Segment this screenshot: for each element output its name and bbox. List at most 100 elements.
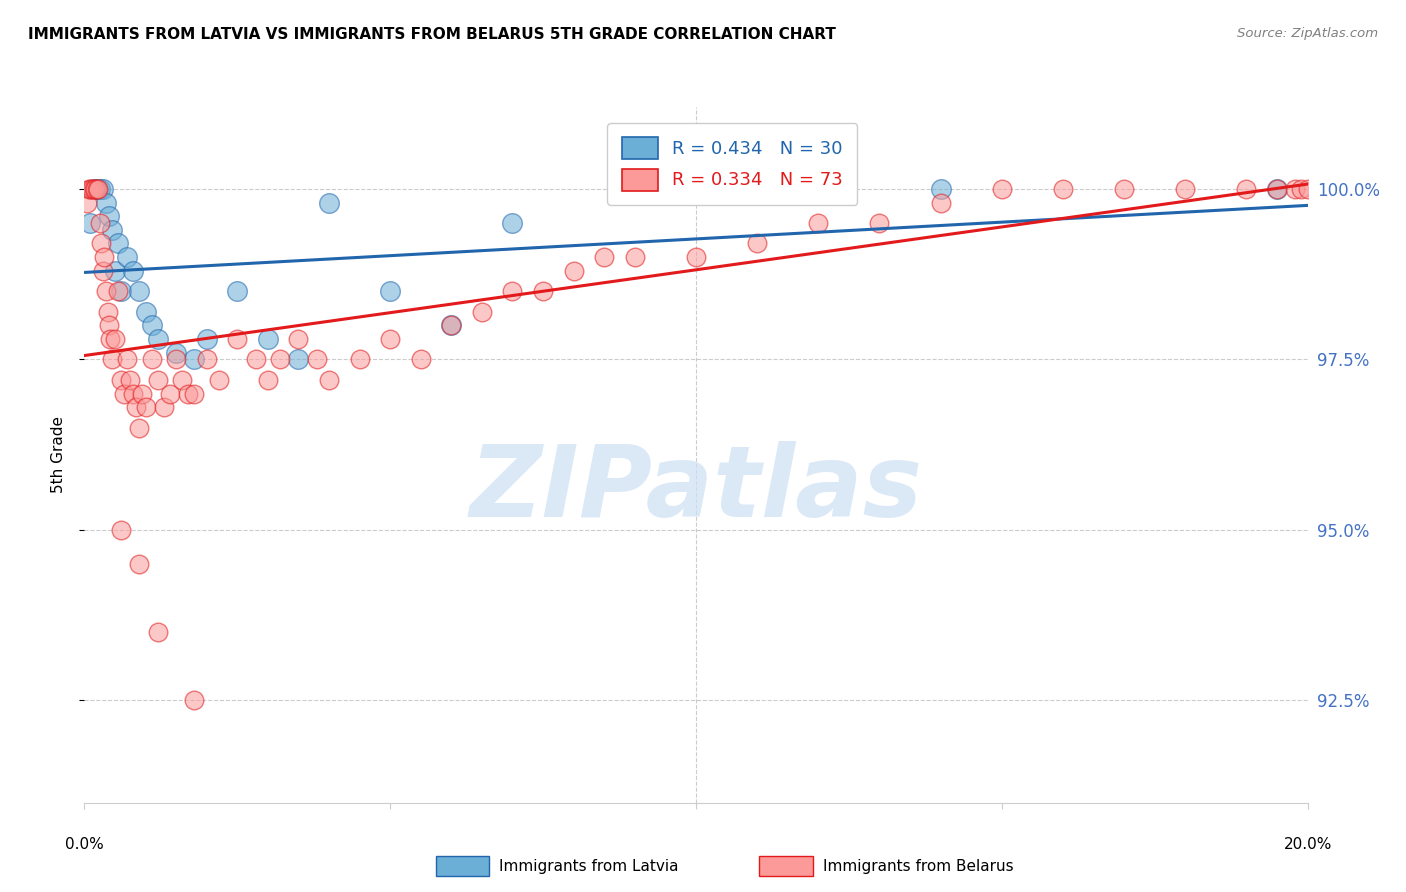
- Point: [624, 250, 647, 264]
- Point: [97, 304, 120, 318]
- Point: [89, 182, 111, 196]
- Point: [287, 332, 309, 346]
- Point: [86, 182, 108, 196]
- Point: [624, 182, 647, 196]
- Point: [128, 420, 150, 434]
- Point: [1052, 182, 1074, 196]
- Point: [471, 304, 494, 318]
- Point: [101, 223, 124, 237]
- Point: [257, 332, 280, 346]
- Point: [91, 182, 114, 196]
- Point: [84, 182, 107, 196]
- Point: [122, 264, 145, 278]
- Point: [869, 216, 891, 230]
- Text: 20.0%: 20.0%: [1284, 837, 1331, 852]
- Point: [104, 332, 127, 346]
- Point: [115, 250, 138, 264]
- Point: [685, 250, 707, 264]
- Point: [287, 352, 309, 367]
- Point: [1114, 182, 1136, 196]
- Legend: R = 0.434   N = 30, R = 0.334   N = 73: R = 0.434 N = 30, R = 0.334 N = 73: [607, 123, 858, 205]
- Point: [122, 386, 145, 401]
- Point: [141, 352, 163, 367]
- Point: [165, 345, 187, 359]
- Point: [89, 216, 111, 230]
- Point: [502, 216, 524, 230]
- Point: [77, 182, 100, 196]
- Text: Immigrants from Latvia: Immigrants from Latvia: [499, 859, 679, 873]
- Point: [79, 182, 101, 196]
- Point: [269, 352, 291, 367]
- Point: [1174, 182, 1197, 196]
- Point: [349, 352, 371, 367]
- Point: [128, 557, 150, 571]
- Point: [245, 352, 267, 367]
- Point: [110, 523, 132, 537]
- Point: [1236, 182, 1258, 196]
- Point: [159, 386, 181, 401]
- Point: [226, 332, 249, 346]
- Point: [380, 284, 402, 298]
- Point: [257, 373, 280, 387]
- Point: [90, 236, 112, 251]
- Point: [107, 236, 129, 251]
- Point: [1291, 182, 1313, 196]
- Point: [112, 386, 135, 401]
- Point: [1265, 182, 1288, 196]
- Point: [115, 352, 138, 367]
- Point: [79, 216, 101, 230]
- Point: [93, 250, 115, 264]
- Point: [593, 250, 616, 264]
- Point: [183, 693, 205, 707]
- Point: [98, 332, 121, 346]
- Point: [195, 352, 218, 367]
- Point: [110, 373, 132, 387]
- Point: [101, 352, 124, 367]
- Text: ZIPatlas: ZIPatlas: [470, 442, 922, 538]
- Point: [131, 386, 153, 401]
- Point: [128, 284, 150, 298]
- Point: [165, 352, 187, 367]
- Point: [440, 318, 463, 333]
- Point: [87, 182, 110, 196]
- Point: [318, 195, 340, 210]
- Point: [1284, 182, 1306, 196]
- Point: [94, 284, 117, 298]
- Point: [502, 284, 524, 298]
- Point: [208, 373, 231, 387]
- Point: [80, 182, 103, 196]
- Point: [380, 332, 402, 346]
- Text: Source: ZipAtlas.com: Source: ZipAtlas.com: [1237, 27, 1378, 40]
- Point: [83, 182, 105, 196]
- Point: [1265, 182, 1288, 196]
- Text: IMMIGRANTS FROM LATVIA VS IMMIGRANTS FROM BELARUS 5TH GRADE CORRELATION CHART: IMMIGRANTS FROM LATVIA VS IMMIGRANTS FRO…: [28, 27, 837, 42]
- Point: [929, 182, 952, 196]
- Point: [120, 373, 142, 387]
- Point: [146, 373, 169, 387]
- Point: [305, 352, 328, 367]
- Point: [318, 373, 340, 387]
- Point: [1296, 182, 1319, 196]
- Point: [110, 284, 132, 298]
- Point: [531, 284, 554, 298]
- Point: [172, 373, 194, 387]
- Point: [146, 332, 169, 346]
- Text: 0.0%: 0.0%: [65, 837, 104, 852]
- Point: [97, 209, 120, 223]
- Point: [86, 182, 108, 196]
- Point: [76, 195, 98, 210]
- Point: [747, 236, 769, 251]
- Point: [135, 304, 157, 318]
- Point: [562, 264, 585, 278]
- Point: [177, 386, 200, 401]
- Point: [97, 318, 120, 333]
- Point: [929, 195, 952, 210]
- Point: [91, 264, 114, 278]
- Text: Immigrants from Belarus: Immigrants from Belarus: [823, 859, 1014, 873]
- Point: [183, 352, 205, 367]
- Point: [107, 284, 129, 298]
- Point: [807, 216, 830, 230]
- Point: [104, 264, 127, 278]
- Point: [409, 352, 432, 367]
- Point: [146, 625, 169, 640]
